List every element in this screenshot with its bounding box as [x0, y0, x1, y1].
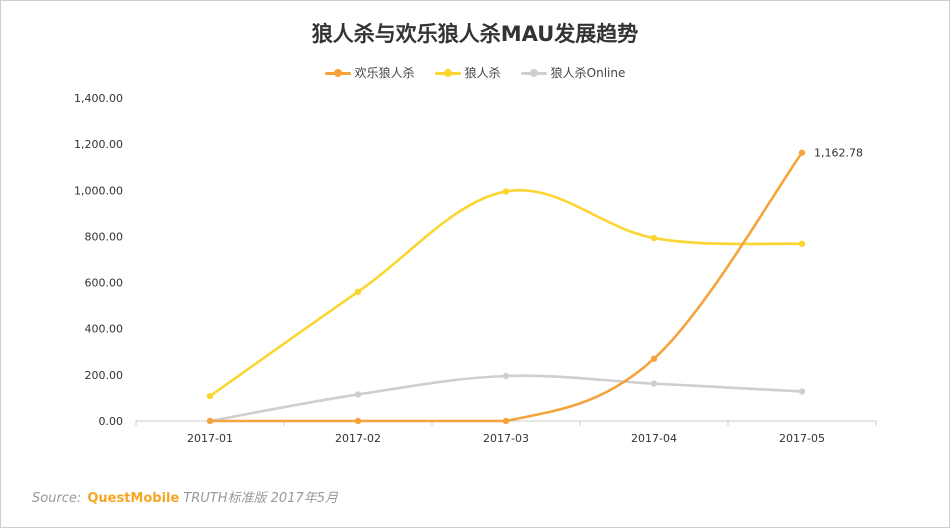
data-point: [354, 288, 362, 295]
series-line: [208, 151, 804, 423]
data-point: [650, 234, 658, 242]
legend-item[interactable]: 狼人杀Online: [520, 64, 626, 81]
x-tick-label: 2017-03: [483, 432, 529, 445]
y-tick-label: 1,200.00: [74, 138, 123, 151]
legend-label: 狼人杀: [464, 66, 501, 80]
x-tick-label: 2017-02: [335, 432, 381, 445]
legend-label: 狼人杀Online: [550, 66, 626, 80]
y-tick-label: 800.00: [85, 230, 124, 243]
data-point: [206, 417, 214, 425]
data-point: [650, 355, 658, 362]
data-point: [502, 372, 510, 380]
data-point: [798, 388, 806, 395]
series-line: [208, 188, 804, 398]
data-label: 1,162.78: [814, 147, 863, 160]
x-tick-label: 2017-04: [631, 432, 677, 445]
legend-item[interactable]: 欢乐狼人杀: [324, 64, 415, 81]
source-note: Source: QuestMobile TRUTH标准版 2017年5月: [32, 487, 338, 506]
chart-title: 狼人杀与欢乐狼人杀MAU发展趋势: [311, 22, 639, 46]
x-tick-label: 2017-05: [779, 432, 825, 445]
source-brand: QuestMobile: [87, 491, 180, 506]
x-tick-label: 2017-01: [187, 432, 233, 445]
legend: 欢乐狼人杀 狼人杀 狼人杀Online: [0, 64, 950, 81]
y-tick-label: 600.00: [85, 277, 124, 290]
legend-item[interactable]: 狼人杀: [434, 64, 501, 81]
y-tick-label: 0.00: [99, 415, 124, 428]
legend-label: 欢乐狼人杀: [354, 66, 415, 80]
y-tick-label: 1,000.00: [74, 184, 123, 197]
y-tick-label: 400.00: [85, 323, 124, 336]
legend-swatch: [324, 68, 351, 78]
y-tick-label: 200.00: [85, 369, 124, 382]
data-point: [354, 417, 362, 425]
source-text: TRUTH标准版 2017年5月: [183, 491, 339, 506]
legend-swatch: [520, 68, 547, 78]
data-point: [502, 188, 510, 195]
data-point: [354, 391, 362, 398]
data-point: [798, 149, 806, 156]
legend-swatch: [434, 68, 461, 78]
series-line: [208, 374, 804, 423]
data-point: [650, 380, 658, 387]
data-point: [206, 392, 214, 400]
y-tick-label: 1,400.00: [74, 92, 123, 105]
data-point: [798, 240, 806, 248]
source-label: Source:: [32, 491, 82, 506]
data-point: [502, 417, 510, 425]
